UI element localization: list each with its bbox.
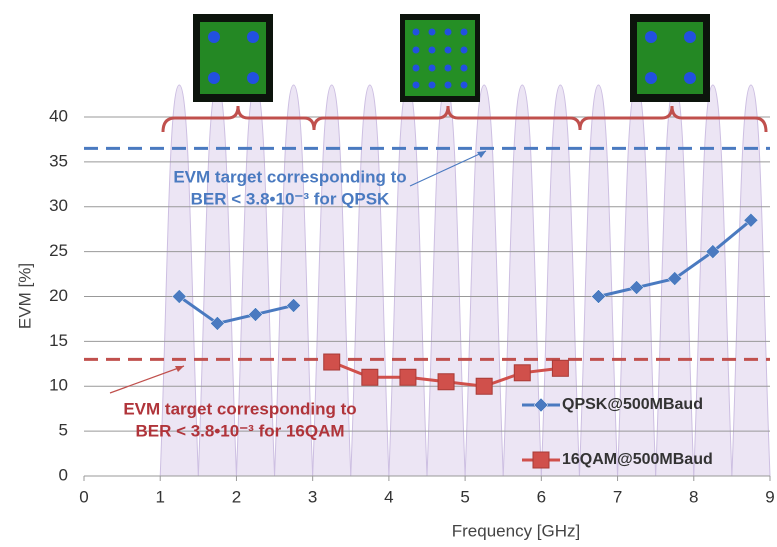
inset-dot bbox=[208, 72, 220, 84]
constellation-qpsk bbox=[193, 14, 273, 102]
chart: EVM target corresponding to BER < 3.8•10… bbox=[0, 0, 777, 542]
x-tick-label: 5 bbox=[460, 487, 469, 506]
x-tick-label: 8 bbox=[689, 487, 698, 506]
x-tick-label: 3 bbox=[308, 487, 317, 506]
inset-dot bbox=[645, 72, 657, 84]
y-tick-label: 15 bbox=[49, 331, 68, 350]
x-tick-label: 6 bbox=[537, 487, 546, 506]
marker bbox=[514, 365, 530, 381]
x-axis-label: Frequency [GHz] bbox=[452, 521, 581, 540]
constellation-qpsk-2 bbox=[630, 14, 710, 102]
x-tick-label: 0 bbox=[79, 487, 88, 506]
y-tick-label: 25 bbox=[49, 241, 68, 260]
subcarrier-lobe bbox=[732, 85, 770, 476]
subcarrier-lobe bbox=[503, 85, 541, 476]
annotation: EVM target corresponding to bbox=[123, 399, 356, 418]
subcarrier-lobe bbox=[694, 85, 732, 476]
marker bbox=[552, 360, 568, 376]
y-tick-label: 10 bbox=[49, 376, 68, 395]
y-tick-label: 30 bbox=[49, 196, 68, 215]
x-tick-label: 9 bbox=[765, 487, 774, 506]
y-tick-label: 0 bbox=[59, 465, 68, 484]
marker bbox=[362, 369, 378, 385]
inset-dot bbox=[684, 31, 696, 43]
inset-dot bbox=[208, 31, 220, 43]
subcarrier-lobe bbox=[579, 85, 617, 476]
x-tick-label: 7 bbox=[613, 487, 622, 506]
marker bbox=[476, 378, 492, 394]
x-tick-label: 2 bbox=[232, 487, 241, 506]
inset-dot bbox=[247, 72, 259, 84]
y-axis-label: EVM [%] bbox=[15, 263, 34, 329]
marker bbox=[400, 369, 416, 385]
subcarrier-lobe bbox=[389, 85, 427, 476]
x-tick-label: 1 bbox=[155, 487, 164, 506]
inset-dot bbox=[684, 72, 696, 84]
marker bbox=[324, 354, 340, 370]
constellation-16qam bbox=[400, 14, 480, 102]
y-tick-label: 40 bbox=[49, 106, 68, 125]
marker bbox=[438, 374, 454, 390]
y-tick-label: 20 bbox=[49, 286, 68, 305]
x-tick-label: 4 bbox=[384, 487, 393, 506]
y-tick-label: 5 bbox=[59, 421, 68, 440]
legend-label: 16QAM@500MBaud bbox=[562, 451, 713, 468]
inset-dot bbox=[645, 31, 657, 43]
y-tick-label: 35 bbox=[49, 151, 68, 170]
annotation: EVM target corresponding to bbox=[173, 167, 406, 186]
inset-dot bbox=[247, 31, 259, 43]
page: EVM target corresponding to BER < 3.8•10… bbox=[0, 0, 777, 547]
annotation: BER < 3.8•10⁻³ for QPSK bbox=[191, 189, 390, 208]
subcarrier-lobe bbox=[427, 85, 465, 476]
subcarrier-lobe bbox=[541, 85, 579, 476]
annotation: BER < 3.8•10⁻³ for 16QAM bbox=[135, 421, 344, 440]
legend-marker bbox=[533, 452, 549, 468]
legend-label: QPSK@500MBaud bbox=[562, 396, 703, 413]
subcarrier-lobe bbox=[465, 85, 503, 476]
